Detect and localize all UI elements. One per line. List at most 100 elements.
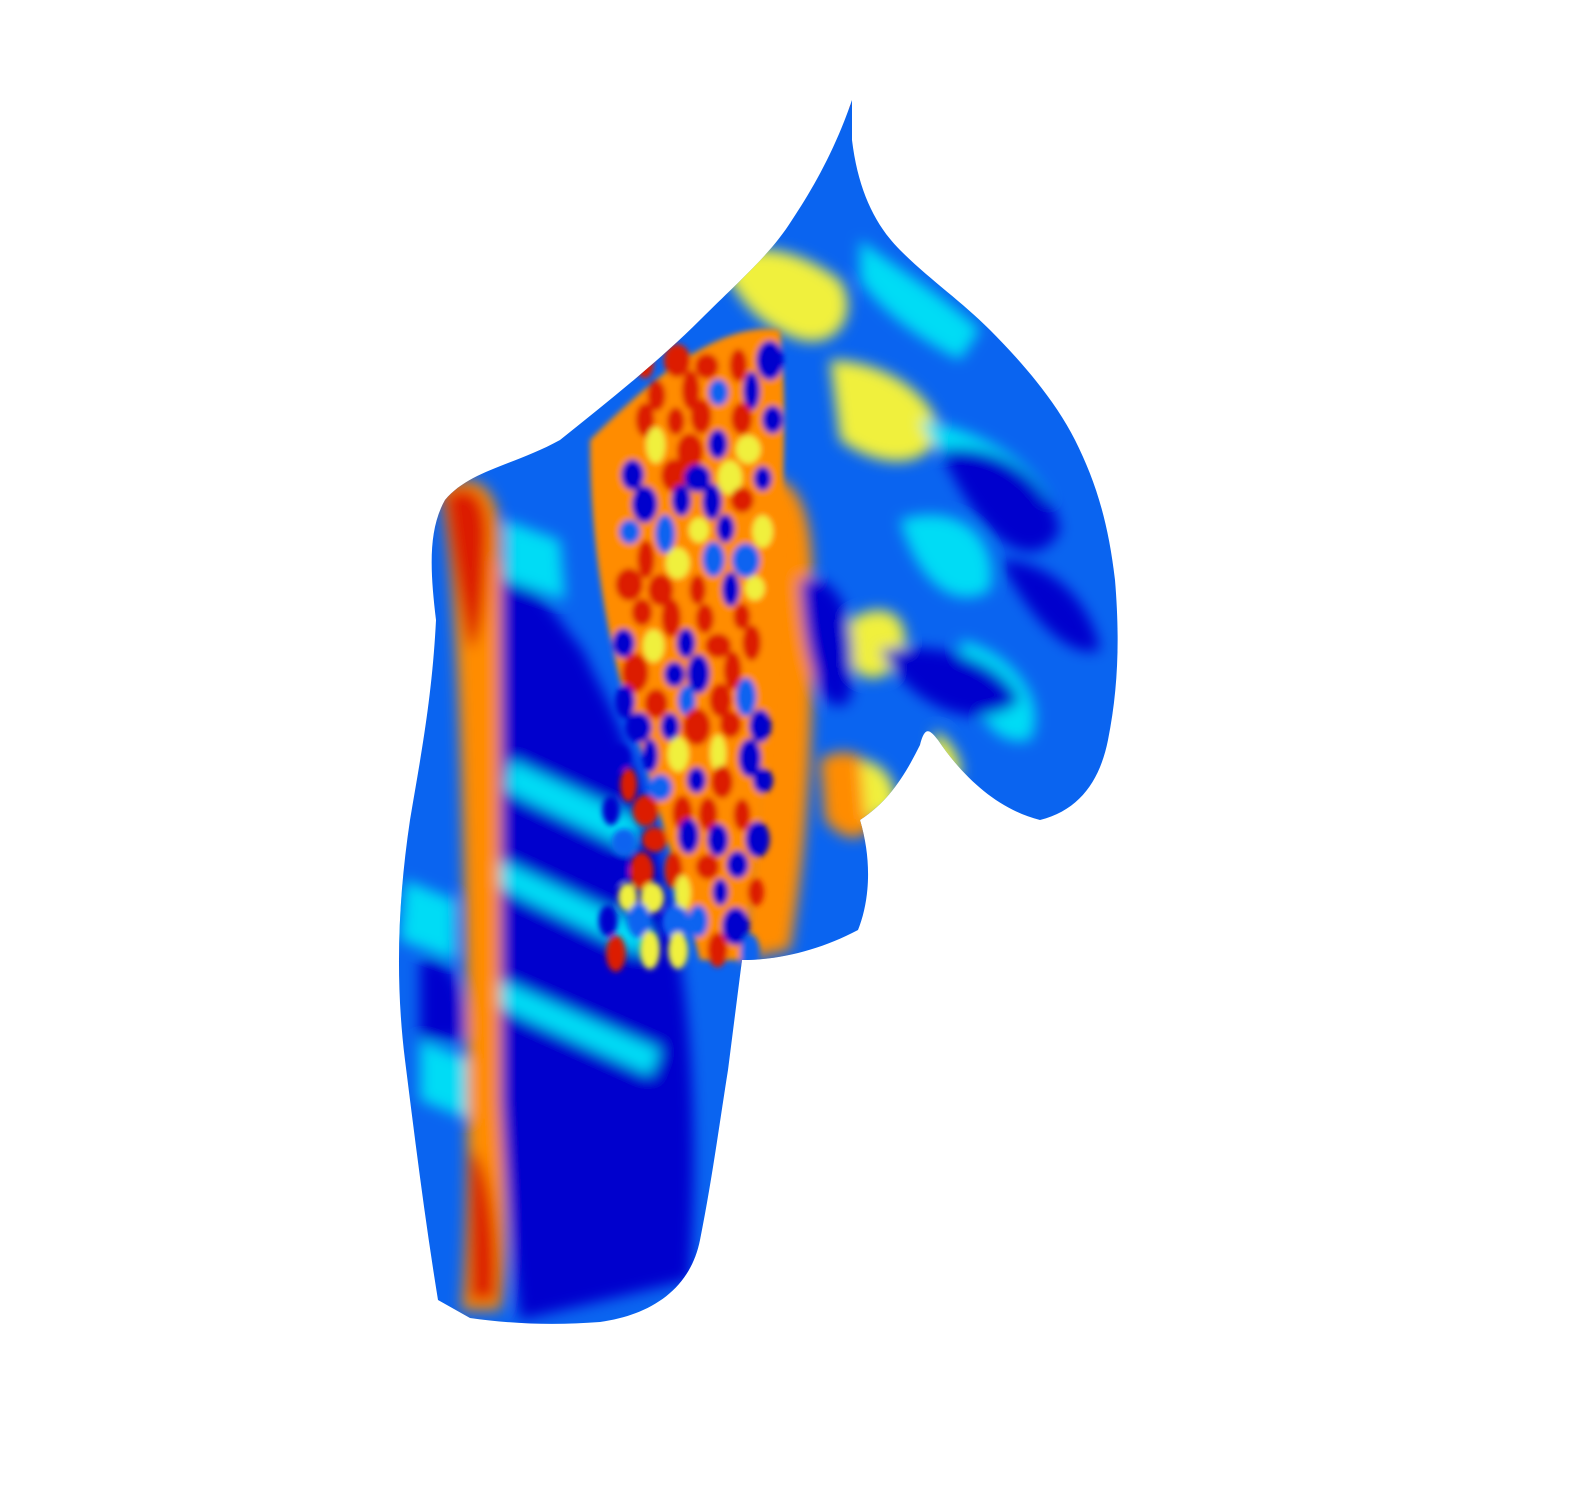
surface-spot bbox=[721, 571, 740, 607]
surface-spot bbox=[711, 765, 733, 799]
surface-spot bbox=[606, 935, 626, 972]
surface-spot bbox=[635, 403, 655, 437]
surface-spot bbox=[723, 651, 742, 690]
surface-spot bbox=[756, 340, 784, 381]
surface-spot bbox=[627, 902, 651, 938]
surface-spot bbox=[712, 878, 729, 906]
surface-spot bbox=[598, 905, 618, 937]
surface-spot bbox=[731, 402, 753, 435]
surface-spot bbox=[744, 576, 765, 601]
surface-spot bbox=[629, 852, 654, 891]
surface-spot bbox=[721, 907, 750, 946]
surface-spot bbox=[707, 823, 729, 857]
surface-spot bbox=[738, 738, 762, 778]
surface-spot bbox=[735, 677, 757, 717]
surface-spot bbox=[621, 459, 644, 491]
surface-spot bbox=[647, 380, 666, 411]
surface-spot bbox=[708, 379, 729, 406]
spotted-band bbox=[590, 328, 785, 972]
surface-spot bbox=[729, 348, 748, 382]
surface-spot bbox=[665, 547, 690, 579]
surface-spot bbox=[688, 905, 709, 937]
surface-spot bbox=[731, 543, 760, 578]
surface-spot bbox=[648, 574, 674, 606]
surface-spot bbox=[752, 515, 773, 548]
surface-spot bbox=[684, 464, 711, 493]
surface-spot bbox=[646, 427, 666, 464]
surface-spot bbox=[602, 796, 620, 826]
surface-spot bbox=[747, 878, 764, 906]
surface-spot bbox=[642, 738, 659, 773]
surface-spot bbox=[690, 399, 712, 434]
surface-spot bbox=[762, 405, 784, 434]
surface-spot bbox=[676, 628, 696, 659]
surface-spot bbox=[745, 821, 770, 858]
surface-spot bbox=[676, 433, 704, 470]
surface-spot bbox=[733, 798, 751, 831]
surface-spot bbox=[730, 487, 754, 513]
surface-spot bbox=[648, 774, 673, 801]
surface-spot bbox=[695, 603, 714, 634]
surface-spot bbox=[640, 882, 664, 913]
surface-spot bbox=[620, 767, 637, 802]
surface-spot bbox=[726, 850, 749, 879]
surface-spot bbox=[625, 712, 652, 744]
surface-spot bbox=[688, 517, 710, 543]
surface-spot bbox=[752, 768, 774, 794]
colored-surface bbox=[398, 100, 1118, 1324]
surface-spot bbox=[642, 827, 668, 853]
surface-spot bbox=[661, 459, 688, 493]
surface-spot bbox=[678, 685, 696, 716]
surface-spot bbox=[660, 712, 680, 741]
surface-spot bbox=[740, 934, 760, 971]
surface-spot bbox=[642, 629, 665, 663]
surface-spot bbox=[705, 633, 732, 658]
surface-spot bbox=[709, 683, 732, 718]
surface-spot bbox=[667, 737, 689, 772]
surface-spot bbox=[717, 460, 743, 496]
surface-spot bbox=[695, 854, 720, 880]
color-regions bbox=[400, 240, 1100, 1320]
surface-spot bbox=[611, 828, 637, 856]
surface-spot bbox=[716, 514, 735, 543]
surface-spot bbox=[671, 484, 692, 517]
surface-spot bbox=[631, 598, 653, 626]
surface-spot bbox=[601, 856, 630, 885]
surface-spot bbox=[681, 370, 700, 411]
surface-spot bbox=[615, 568, 643, 601]
surface-spot bbox=[622, 653, 649, 693]
surface-spot bbox=[735, 435, 761, 464]
surface-spot bbox=[742, 624, 762, 661]
surface-spot bbox=[615, 685, 635, 719]
surface-spot bbox=[636, 350, 654, 379]
surface-spot bbox=[661, 598, 681, 638]
surface-spot bbox=[698, 797, 718, 832]
surface-spot bbox=[632, 794, 659, 827]
surface-spot bbox=[644, 689, 668, 719]
surface-spot bbox=[687, 767, 706, 794]
surface-spot bbox=[707, 932, 728, 968]
surface-spot bbox=[753, 466, 772, 491]
surface-spot bbox=[668, 931, 688, 970]
surface-spot bbox=[619, 519, 641, 544]
surface-spot bbox=[608, 744, 631, 770]
surface-spot bbox=[655, 514, 676, 554]
surface-spot bbox=[707, 429, 728, 460]
surface-spot bbox=[662, 905, 689, 940]
surface-spot bbox=[667, 407, 685, 436]
surface-spot bbox=[694, 353, 719, 379]
surface-spot bbox=[618, 883, 638, 911]
surface-spot bbox=[664, 661, 685, 688]
surface-spot bbox=[612, 628, 635, 658]
surface-spot bbox=[702, 541, 725, 577]
surface-spot bbox=[640, 930, 660, 970]
surface-spot bbox=[677, 818, 700, 854]
surface-spot bbox=[702, 483, 722, 521]
surface-spot bbox=[733, 603, 751, 630]
surface-spot bbox=[663, 343, 691, 378]
surface-spot bbox=[689, 574, 706, 605]
surface-spot bbox=[686, 654, 710, 694]
surface-spot bbox=[674, 875, 691, 912]
surface-spot bbox=[682, 708, 711, 746]
